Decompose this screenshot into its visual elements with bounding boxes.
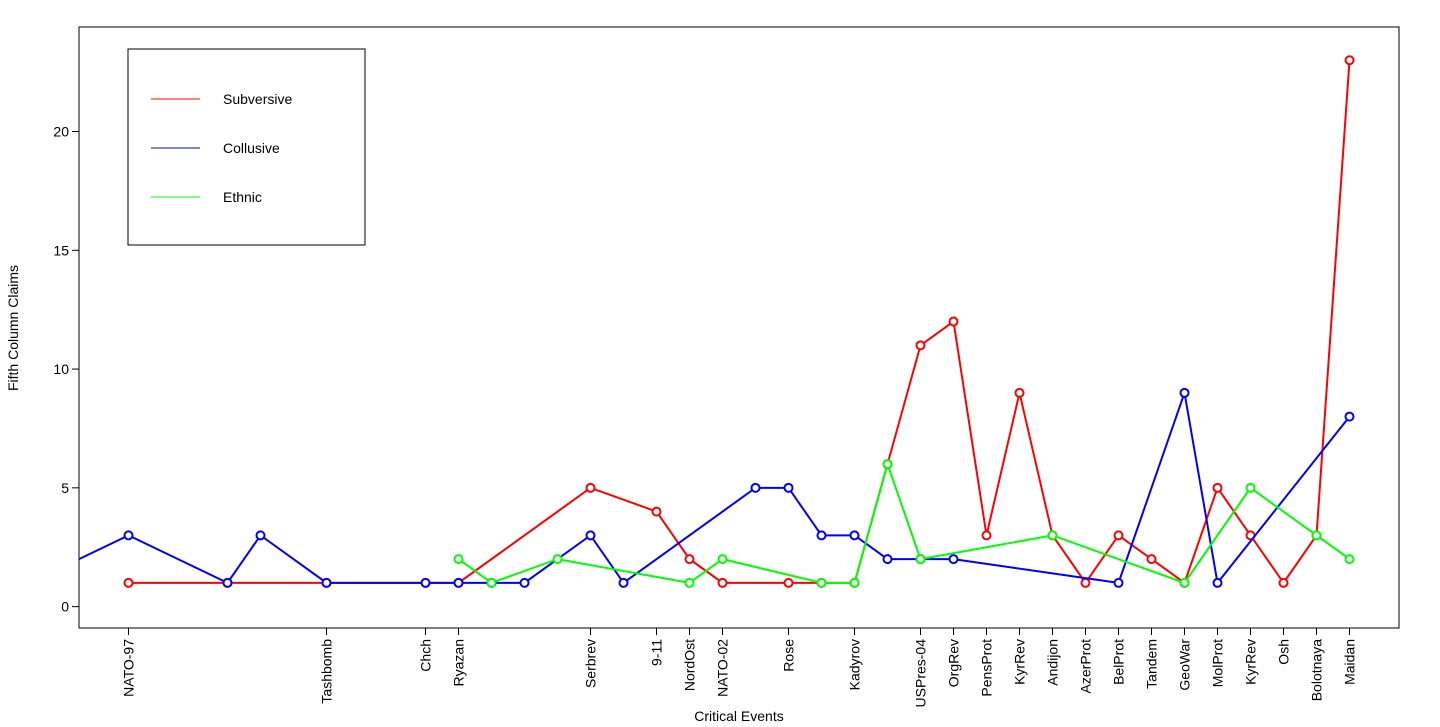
data-point-collusive xyxy=(585,530,596,541)
legend-label-subversive: Subversive xyxy=(223,91,292,107)
x-tick-label: NordOst xyxy=(682,639,698,691)
data-point-ethnic xyxy=(1047,530,1058,541)
data-point-subversive xyxy=(717,577,728,588)
series-collusive xyxy=(78,387,1355,588)
data-point-collusive xyxy=(849,530,860,541)
data-point-subversive xyxy=(948,316,959,327)
data-point-collusive xyxy=(123,530,134,541)
data-point-subversive xyxy=(123,577,134,588)
data-point-collusive xyxy=(948,554,959,565)
data-point-ethnic xyxy=(915,554,926,565)
x-tick-label: PensProt xyxy=(979,639,995,697)
data-point-subversive xyxy=(1146,554,1157,565)
x-tick-label: Osh xyxy=(1276,639,1292,665)
data-point-subversive xyxy=(585,482,596,493)
series-layer xyxy=(78,55,1355,588)
x-tick-label: OrgRev xyxy=(946,639,962,687)
data-point-ethnic xyxy=(717,554,728,565)
series-ethnic xyxy=(453,459,1355,588)
data-point-collusive xyxy=(222,577,233,588)
x-tick-label: Bolotnaya xyxy=(1309,639,1325,701)
data-point-collusive xyxy=(750,482,761,493)
data-point-collusive xyxy=(618,577,629,588)
data-point-ethnic xyxy=(882,459,893,470)
data-point-subversive xyxy=(783,577,794,588)
x-tick-label: Tashbomb xyxy=(319,639,335,704)
data-point-subversive xyxy=(915,340,926,351)
x-tick-label: USPres-04 xyxy=(913,639,929,708)
x-tick-label: Andijon xyxy=(1045,639,1061,686)
data-point-ethnic xyxy=(1245,482,1256,493)
x-tick-label: AzerProt xyxy=(1078,639,1094,694)
x-tick-label: Serbrev xyxy=(583,639,599,688)
x-tick-label: Kadyrov xyxy=(847,639,863,690)
x-tick-label: Maidan xyxy=(1342,639,1358,685)
y-tick-label: 0 xyxy=(61,599,69,615)
x-tick-label: Ryazan xyxy=(451,639,467,686)
data-point-collusive xyxy=(519,577,530,588)
data-point-collusive xyxy=(1344,411,1355,422)
data-point-subversive xyxy=(1080,577,1091,588)
data-point-subversive xyxy=(651,506,662,517)
data-point-collusive xyxy=(1212,577,1223,588)
x-tick-label: GeoWar xyxy=(1177,639,1193,691)
series-line-collusive xyxy=(78,388,1351,586)
data-point-collusive xyxy=(783,482,794,493)
x-axis: NATO-97 Tashbomb Chch Ryazan Serbrev 9-11 Nord… xyxy=(121,628,1358,707)
data-point-ethnic xyxy=(1311,530,1322,541)
data-point-ethnic xyxy=(1344,554,1355,565)
data-point-ethnic xyxy=(816,577,827,588)
legend-label-collusive: Collusive xyxy=(223,140,280,156)
data-point-collusive xyxy=(1179,387,1190,398)
x-tick-label: NATO-02 xyxy=(715,639,731,697)
data-point-collusive xyxy=(882,554,893,565)
data-point-collusive xyxy=(255,530,266,541)
y-tick-label: 10 xyxy=(53,361,69,377)
legend: Subversive Collusive Ethnic xyxy=(127,48,366,246)
x-tick-label: Rose xyxy=(781,639,797,672)
data-point-subversive xyxy=(1278,577,1289,588)
x-axis-title: Critical Events xyxy=(694,708,783,724)
y-tick-label: 20 xyxy=(53,124,69,140)
y-tick-label: 5 xyxy=(61,480,69,496)
data-point-collusive xyxy=(420,577,431,588)
data-point-ethnic xyxy=(684,577,695,588)
data-point-ethnic xyxy=(486,577,497,588)
x-tick-label: Tandem xyxy=(1144,639,1160,689)
legend-box xyxy=(127,48,366,246)
series-line-ethnic xyxy=(457,460,1351,585)
data-point-collusive xyxy=(321,577,332,588)
x-tick-label: 9-11 xyxy=(649,639,665,666)
y-tick-label: 15 xyxy=(53,242,69,258)
data-point-subversive xyxy=(1344,55,1355,66)
data-point-collusive xyxy=(1113,577,1124,588)
data-point-subversive xyxy=(981,530,992,541)
data-point-subversive xyxy=(1212,482,1223,493)
legend-label-ethnic: Ethnic xyxy=(223,189,262,205)
data-point-ethnic xyxy=(1179,577,1190,588)
data-point-ethnic xyxy=(552,554,563,565)
data-point-collusive xyxy=(453,577,464,588)
data-point-subversive xyxy=(1014,387,1025,398)
y-axis-title: Fifth Column Claims xyxy=(5,265,21,391)
data-point-subversive xyxy=(684,554,695,565)
x-tick-label: BelProt xyxy=(1111,639,1127,685)
x-tick-label: MolProt xyxy=(1210,639,1226,687)
data-point-ethnic xyxy=(849,577,860,588)
x-tick-label: KyrRev xyxy=(1012,639,1028,685)
data-point-subversive xyxy=(1113,530,1124,541)
x-tick-label: Chch xyxy=(418,639,434,672)
y-axis: 0 5 10 15 20 xyxy=(53,124,79,615)
x-tick-label: KyrRev xyxy=(1243,639,1259,685)
plot-frame xyxy=(78,26,1400,629)
data-point-collusive xyxy=(816,530,827,541)
data-point-ethnic xyxy=(453,554,464,565)
x-tick-label: NATO-97 xyxy=(121,639,137,697)
